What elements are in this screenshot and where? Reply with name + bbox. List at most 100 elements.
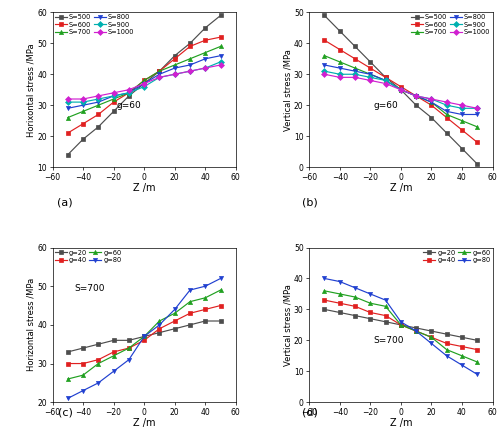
S=1000	[368, 78, 374, 83]
g=40	[110, 349, 116, 354]
Y-axis label: Vertical stress /MPa: Vertical stress /MPa	[284, 49, 292, 131]
S=800	[413, 93, 419, 99]
S=500	[156, 69, 162, 74]
g=80	[352, 285, 358, 290]
g=60	[322, 288, 328, 293]
S=600	[398, 84, 404, 89]
g=60	[413, 328, 419, 334]
g=80	[202, 284, 208, 289]
S=900	[126, 90, 132, 95]
S=600	[444, 115, 450, 120]
S=900	[474, 106, 480, 111]
Text: (c): (c)	[58, 408, 72, 418]
S=1000	[156, 75, 162, 80]
g=20	[126, 338, 132, 343]
g=20	[80, 346, 86, 351]
S=700	[65, 115, 71, 120]
g=40	[459, 344, 465, 349]
g=40	[444, 341, 450, 346]
g=20	[65, 349, 71, 354]
g=20	[428, 328, 434, 334]
S=1000	[110, 90, 116, 95]
S=600	[126, 90, 132, 95]
S=1000	[444, 99, 450, 105]
Legend: S=500, S=600, S=700, S=800, S=900, S=1000: S=500, S=600, S=700, S=800, S=900, S=100…	[410, 14, 491, 36]
X-axis label: Z /m: Z /m	[133, 183, 156, 193]
Line: S=1000: S=1000	[66, 63, 222, 101]
S=700	[428, 99, 434, 105]
S=600	[352, 56, 358, 61]
g=80	[141, 334, 147, 339]
Line: S=700: S=700	[322, 53, 480, 129]
S=1000	[65, 96, 71, 102]
S=900	[187, 69, 193, 74]
S=600	[202, 38, 208, 43]
S=700	[202, 50, 208, 55]
g=40	[172, 318, 177, 324]
g=60	[141, 334, 147, 339]
S=500	[398, 87, 404, 92]
g=80	[218, 276, 224, 281]
g=80	[398, 319, 404, 324]
g=40	[156, 326, 162, 332]
S=600	[428, 103, 434, 108]
S=900	[336, 72, 342, 77]
S=500	[413, 103, 419, 108]
g=60	[156, 318, 162, 324]
S=600	[459, 127, 465, 133]
Line: g=20: g=20	[66, 319, 222, 354]
g=20	[398, 322, 404, 328]
S=600	[368, 65, 374, 71]
S=900	[444, 103, 450, 108]
g=60	[172, 311, 177, 316]
S=800	[382, 78, 388, 83]
Text: g=60: g=60	[374, 101, 398, 110]
g=40	[80, 361, 86, 366]
g=40	[382, 313, 388, 318]
g=80	[474, 372, 480, 377]
S=900	[322, 69, 328, 74]
S=500	[382, 75, 388, 80]
g=80	[444, 353, 450, 358]
S=800	[444, 109, 450, 114]
Line: g=40: g=40	[66, 304, 222, 366]
Line: S=800: S=800	[66, 53, 222, 110]
S=800	[141, 81, 147, 86]
S=500	[65, 152, 71, 157]
S=900	[156, 75, 162, 80]
g=40	[187, 311, 193, 316]
S=700	[368, 72, 374, 77]
g=60	[80, 373, 86, 378]
S=700	[322, 53, 328, 58]
S=1000	[126, 87, 132, 92]
Text: S=700: S=700	[374, 336, 404, 346]
S=600	[218, 34, 224, 40]
S=800	[96, 99, 102, 105]
S=500	[218, 13, 224, 18]
S=800	[352, 69, 358, 74]
S=800	[459, 112, 465, 117]
g=60	[382, 304, 388, 309]
Line: S=900: S=900	[66, 60, 222, 104]
g=80	[382, 297, 388, 303]
g=40	[126, 346, 132, 351]
S=800	[322, 62, 328, 68]
S=600	[322, 38, 328, 43]
Line: g=40: g=40	[322, 298, 480, 352]
Line: g=60: g=60	[66, 288, 222, 381]
S=500	[459, 146, 465, 151]
g=60	[428, 335, 434, 340]
S=1000	[398, 87, 404, 92]
S=500	[368, 59, 374, 65]
g=80	[459, 362, 465, 368]
Line: g=80: g=80	[66, 276, 222, 400]
g=60	[368, 301, 374, 306]
S=600	[110, 99, 116, 105]
S=700	[110, 96, 116, 102]
Line: g=80: g=80	[322, 276, 480, 377]
g=80	[96, 380, 102, 385]
g=80	[156, 322, 162, 328]
g=20	[172, 326, 177, 332]
S=700	[126, 90, 132, 95]
S=700	[156, 69, 162, 74]
